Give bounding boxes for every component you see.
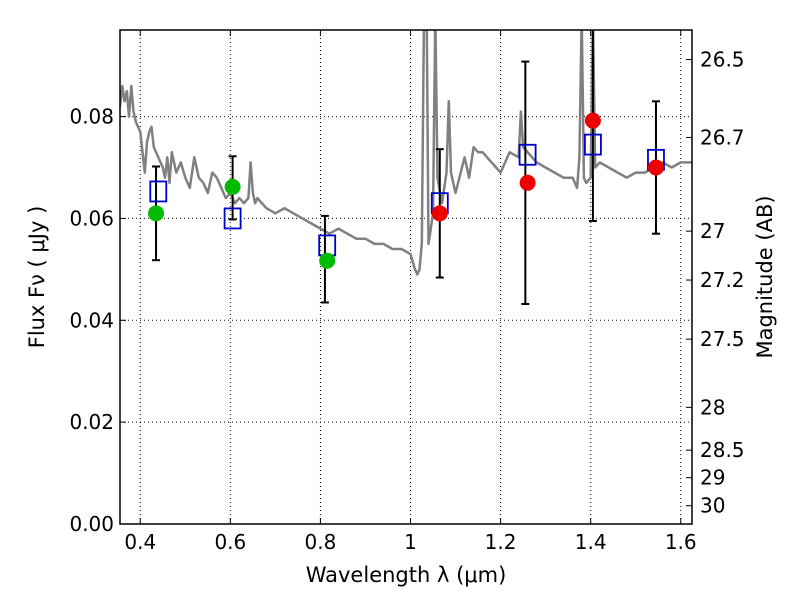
y-axis-label: Flux Fν ( μJy ) [25, 206, 49, 349]
y-tick-label: 0.02 [69, 410, 114, 434]
y-tick-label: 0.08 [69, 105, 114, 129]
y2-tick-label: 27.5 [700, 327, 745, 351]
observed-point-green [148, 205, 165, 222]
model-photometry-square [318, 234, 337, 257]
y2-tick-label: 30 [700, 494, 725, 518]
plot-frame [119, 29, 693, 525]
y-tick-label: 0.06 [69, 206, 114, 230]
x-axis-label: Wavelength λ (μm) [306, 563, 507, 587]
y2-tick-label: 28.5 [700, 438, 745, 462]
x-tick-label: 1.6 [665, 530, 697, 554]
x-tick-label: 1 [404, 530, 417, 554]
y2-tick-label: 27 [700, 219, 725, 243]
y-tick-label: 0.04 [69, 308, 114, 332]
plot-area [120, 30, 692, 305]
y2-tick-label: 26.5 [700, 48, 745, 72]
template-spectrum-line [120, 30, 692, 276]
y2-tick-label: 26.7 [700, 125, 745, 149]
y2-tick-label: 29 [700, 466, 725, 490]
x-tick-label: 1.4 [575, 530, 607, 554]
observed-point-green [319, 252, 336, 269]
y2-tick-label: 28 [700, 395, 725, 419]
x-tick-label: 0.6 [214, 530, 246, 554]
x-tick-label: 0.8 [305, 530, 337, 554]
x-tick-label: 1.2 [485, 530, 517, 554]
x-tick-label: 0.4 [124, 530, 156, 554]
axis-ticks: 0.4 0.6 0.8 1 1.2 1.4 1.6 0.00 0.02 0.04 0.06 0.08 2… [69, 30, 745, 554]
observed-point-green [224, 178, 241, 195]
observed-point-red [431, 205, 448, 222]
y2-tick-label: 27.2 [700, 268, 745, 292]
observed-point-red [519, 174, 536, 191]
model-photometry-square [518, 143, 537, 166]
model-photometry-square [149, 180, 168, 203]
y-tick-label: 0.00 [69, 512, 114, 536]
observed-point-red [584, 112, 601, 129]
grid-lines [120, 30, 692, 525]
observed-point-red [647, 159, 664, 176]
right-axis-label: Magnitude (AB) [753, 195, 777, 358]
model-photometry-square [223, 207, 242, 230]
model-photometry-square [584, 133, 602, 156]
